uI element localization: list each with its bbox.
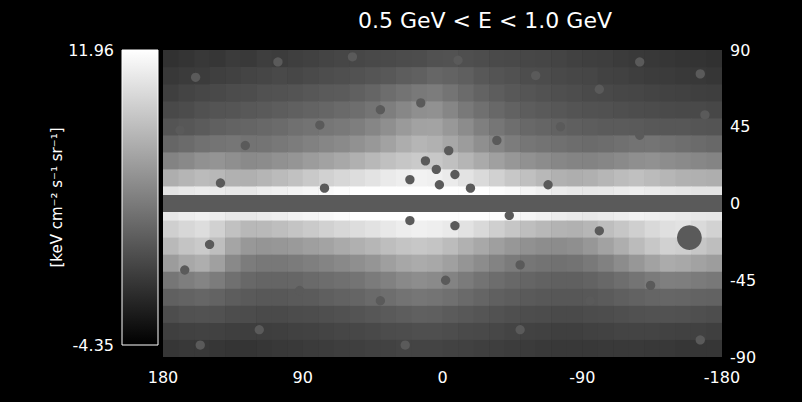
svg-text:-90: -90 xyxy=(569,368,595,387)
svg-text:[keV cm⁻² s⁻¹ sr⁻¹]: [keV cm⁻² s⁻¹ sr⁻¹] xyxy=(48,127,66,267)
svg-text:-90: -90 xyxy=(730,348,756,367)
svg-text:180: 180 xyxy=(148,368,179,387)
svg-text:0: 0 xyxy=(437,368,447,387)
svg-text:-180: -180 xyxy=(704,368,740,387)
svg-text:11.96: 11.96 xyxy=(68,41,114,60)
svg-text:0: 0 xyxy=(730,194,740,213)
svg-text:90: 90 xyxy=(730,41,750,60)
svg-text:0.5 GeV < E < 1.0 GeV: 0.5 GeV < E < 1.0 GeV xyxy=(358,8,612,33)
svg-text:45: 45 xyxy=(730,117,750,136)
svg-text:-4.35: -4.35 xyxy=(73,336,114,355)
svg-text:90: 90 xyxy=(293,368,313,387)
svg-text:-45: -45 xyxy=(730,271,756,290)
